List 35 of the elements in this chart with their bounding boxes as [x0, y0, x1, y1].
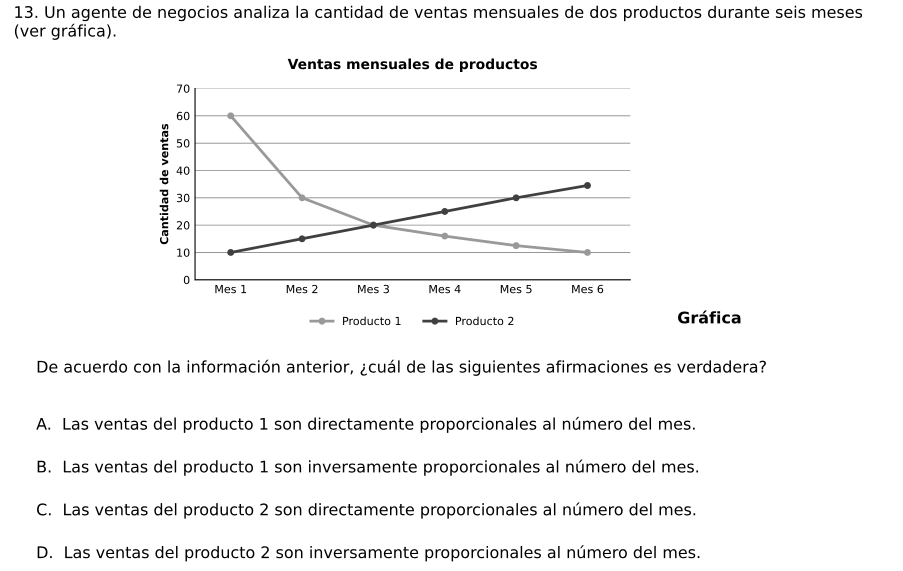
y-axis-title: Cantidad de ventas [160, 124, 168, 244]
legend-label: Producto 2 [456, 316, 514, 326]
y-tick-label: 40 [176, 166, 190, 175]
point [512, 194, 520, 202]
y-tick-label: 0 [184, 276, 190, 284]
point [298, 194, 306, 202]
y-tick-label: 70 [176, 84, 190, 93]
legend-label: Producto 1 [343, 316, 401, 326]
point [441, 208, 448, 215]
text: Gráfica [678, 310, 740, 324]
chart-title: Ventas mensuales de productos [288, 58, 538, 72]
x-tick-label: Mes 1 [215, 284, 246, 294]
text: B. Las ventas del producto 1 son inversamente proporcionales al número del mes. [38, 460, 698, 476]
point [227, 248, 234, 256]
text: C. Las ventas del producto 2 son directamente proporcionales al número del mes. [37, 502, 696, 519]
x-tick-label: Mes 5 [500, 284, 532, 294]
point [584, 248, 591, 256]
y-tick-label: 60 [176, 112, 190, 120]
point [227, 112, 234, 120]
x-tick-label: Mes 2 [286, 284, 318, 294]
text: 13. Un agente de negocios analiza la cantidad de ventas mensuales de dos productos durante seis meses (ver gráfica). [14, 6, 862, 40]
y-tick-label: 30 [176, 194, 190, 202]
point [584, 182, 591, 189]
x-tick-label: Mes 6 [572, 284, 604, 294]
point [298, 235, 306, 242]
point [512, 242, 520, 250]
y-tick-label: 20 [176, 221, 190, 230]
y-tick-label: 10 [177, 248, 190, 257]
text: D. Las ventas del producto 2 son inversamente proporcionales al número del mes. [38, 545, 700, 562]
y-tick-label: 50 [176, 139, 190, 148]
text: De acuerdo con la información anterior, ¿cuál de las siguientes afirmaciones es verdadera? [38, 360, 766, 376]
x-tick-label: Mes 3 [358, 284, 389, 294]
text: A. Las ventas del producto 1 son directamente proporcionales al número del mes. [36, 416, 695, 433]
x-tick-label: Mes 4 [429, 284, 461, 294]
point [441, 232, 448, 240]
